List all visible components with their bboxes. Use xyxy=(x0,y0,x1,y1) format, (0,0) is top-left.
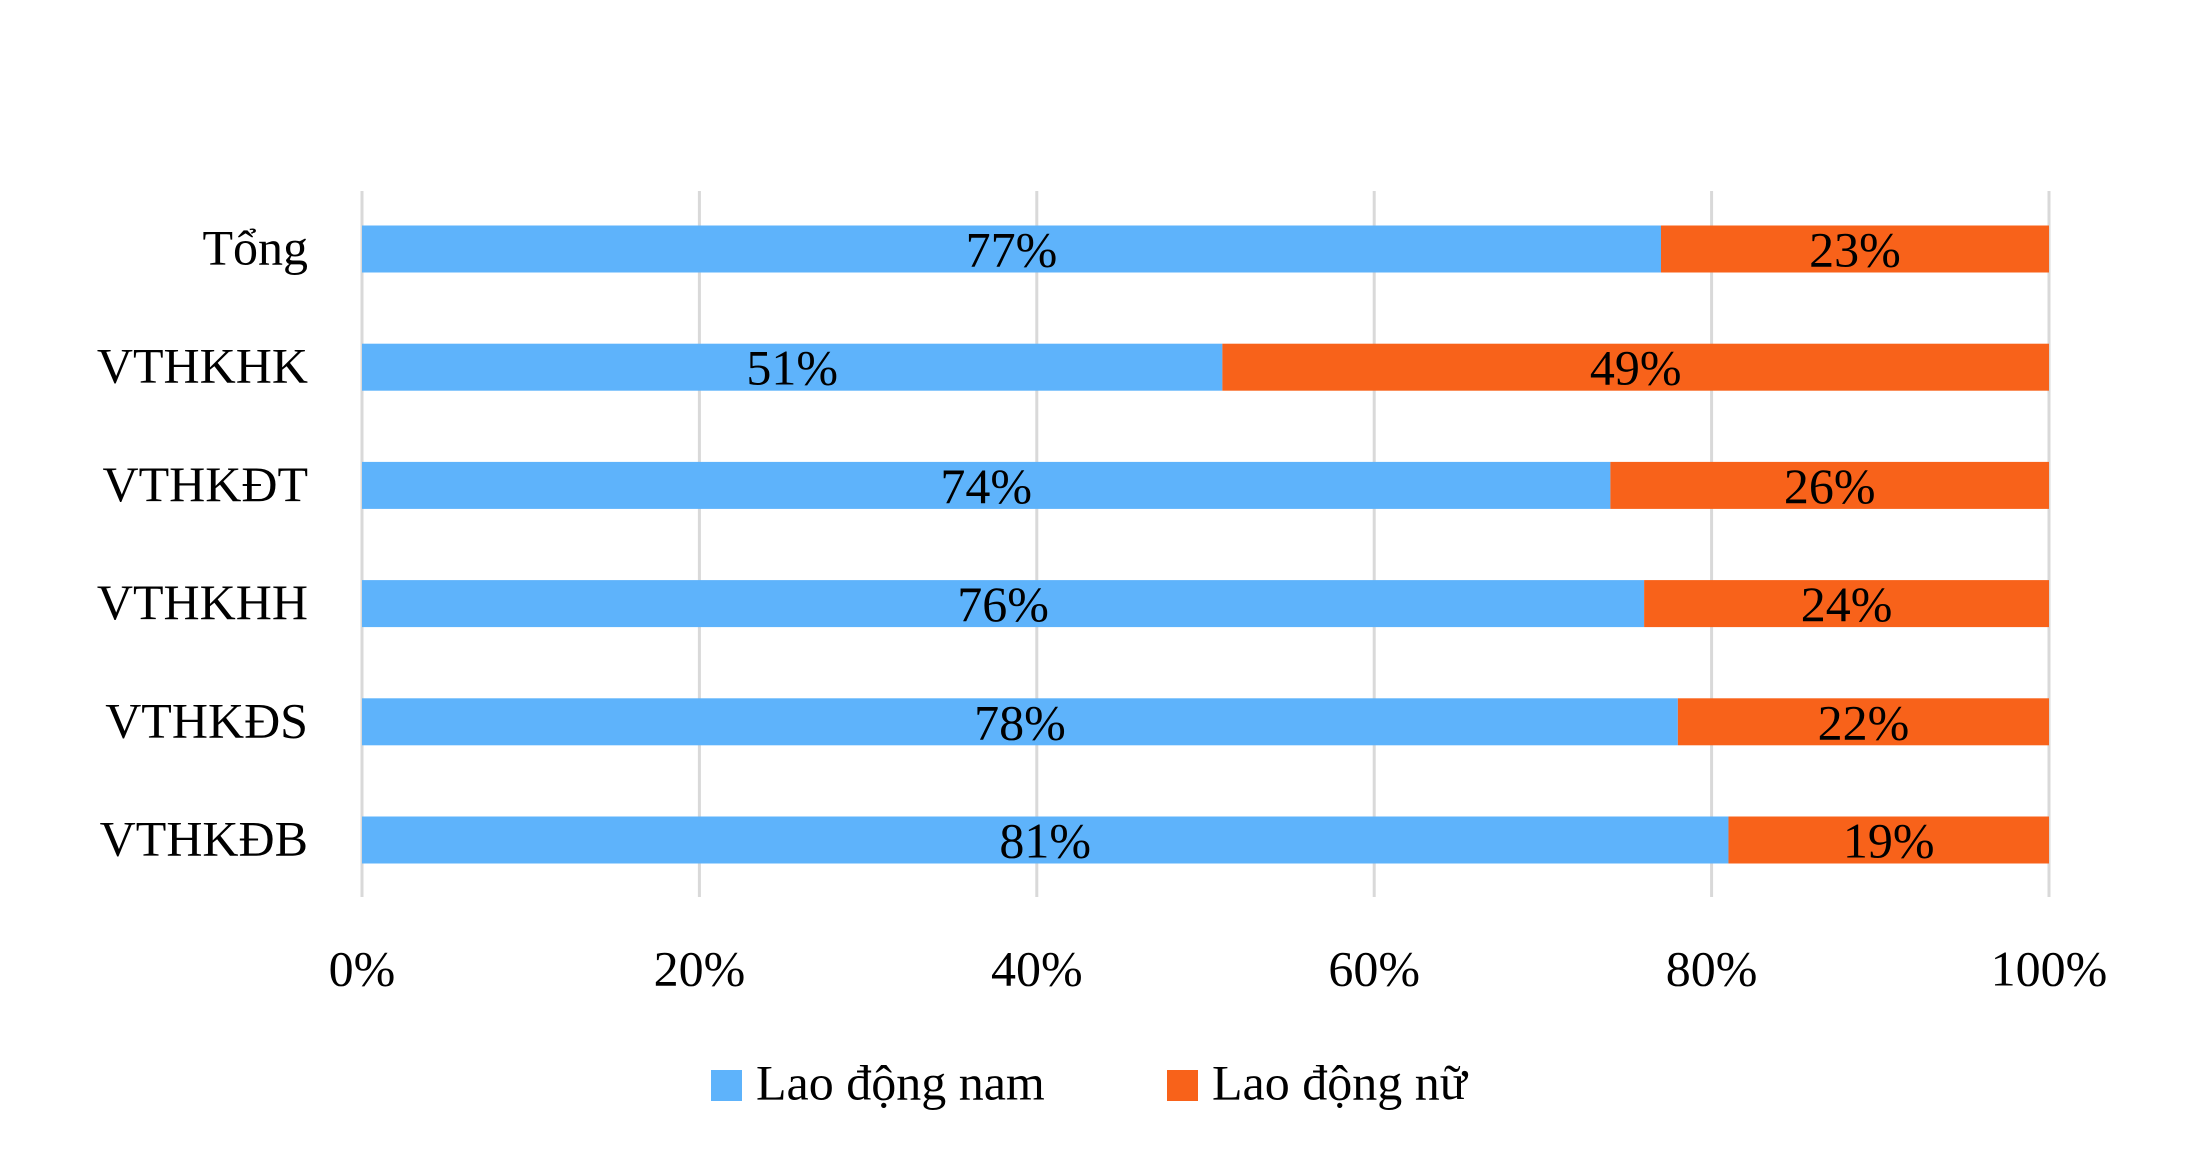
data-label: 49% xyxy=(1590,340,1682,396)
x-tick-label: 20% xyxy=(654,940,746,996)
bar-segment xyxy=(362,343,1223,391)
data-label: 77% xyxy=(966,221,1058,277)
bar-segment xyxy=(1644,580,2049,628)
y-tick-label: Tổng xyxy=(202,219,308,275)
x-tick-label: 100% xyxy=(1991,940,2108,996)
data-label: 76% xyxy=(957,576,1049,632)
data-label: 22% xyxy=(1818,694,1910,750)
data-label: 23% xyxy=(1809,221,1901,277)
bar-segment xyxy=(362,461,1611,509)
data-label: 81% xyxy=(999,812,1091,868)
data-label: 24% xyxy=(1801,576,1893,632)
bar-segment xyxy=(1728,816,2049,864)
bar-segment xyxy=(1610,461,2049,509)
y-tick-label: VTHKĐT xyxy=(102,456,308,512)
legend-swatch xyxy=(1167,1070,1198,1101)
y-tick-label: VTHKHK xyxy=(97,338,308,394)
bar-segment xyxy=(362,698,1678,746)
x-tick-label: 80% xyxy=(1666,940,1758,996)
data-label: 51% xyxy=(746,340,838,396)
bar-segment xyxy=(1660,225,2049,273)
legend-label: Lao động nam xyxy=(756,1054,1045,1110)
bar-segment xyxy=(362,225,1661,273)
data-label: 78% xyxy=(974,694,1066,750)
x-tick-label: 0% xyxy=(329,940,396,996)
legend-label: Lao động nữ xyxy=(1212,1054,1469,1110)
y-tick-label: VTHKĐS xyxy=(105,692,308,748)
bar-segment xyxy=(1677,698,2049,746)
data-label: 19% xyxy=(1843,812,1935,868)
bar-segment xyxy=(362,580,1645,628)
legend-swatch xyxy=(711,1070,742,1101)
x-tick-label: 40% xyxy=(991,940,1083,996)
bar-segment xyxy=(362,816,1729,864)
y-tick-label: VTHKHH xyxy=(97,574,308,630)
bar-segment xyxy=(1222,343,2049,391)
data-label: 74% xyxy=(940,458,1032,514)
data-label: 26% xyxy=(1784,458,1876,514)
x-tick-label: 60% xyxy=(1328,940,1420,996)
y-tick-label: VTHKĐB xyxy=(100,810,308,866)
